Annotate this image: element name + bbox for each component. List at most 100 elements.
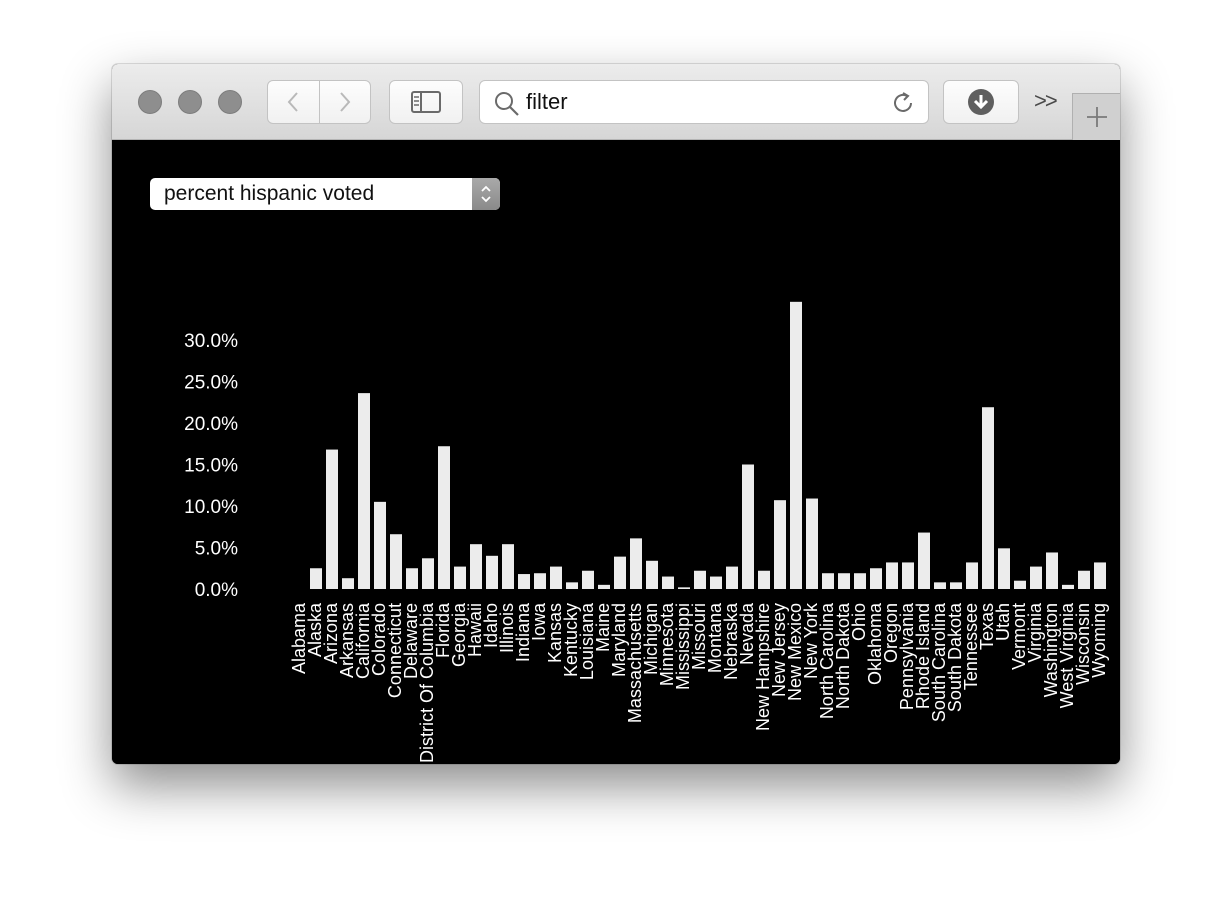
x-tick-label: Texas: [977, 603, 997, 650]
bar[interactable]: [886, 562, 898, 589]
bar[interactable]: [678, 587, 690, 589]
x-tick-label: Iowa: [529, 602, 549, 641]
y-tick-label: 15.0%: [184, 456, 238, 477]
x-tick-label: Nevada: [737, 602, 757, 665]
sidebar-icon: [411, 91, 441, 113]
x-tick-label: Louisiana: [577, 602, 597, 680]
y-tick-label: 10.0%: [184, 497, 238, 518]
x-tick-label: Arizona: [321, 602, 341, 664]
x-tick-label: Ohio: [849, 603, 869, 641]
x-tick-label: Kansas: [545, 603, 565, 663]
bar[interactable]: [950, 582, 962, 589]
bar[interactable]: [934, 582, 946, 589]
x-tick-label: Florida: [433, 602, 453, 658]
x-tick-label: Nebraska: [721, 602, 741, 680]
bar[interactable]: [854, 573, 866, 589]
bar[interactable]: [422, 558, 434, 589]
y-tick-label: 25.0%: [184, 373, 238, 394]
address-bar[interactable]: [479, 80, 929, 124]
x-tick-label: Connecticut: [385, 603, 405, 698]
bar[interactable]: [1078, 570, 1090, 589]
bar[interactable]: [630, 538, 642, 589]
x-tick-label: District Of Columbia: [417, 602, 437, 763]
bar[interactable]: [582, 570, 594, 589]
zoom-window-button[interactable]: [218, 90, 242, 114]
x-tick-label: Oregon: [881, 603, 901, 663]
bar[interactable]: [374, 501, 386, 589]
bar[interactable]: [486, 555, 498, 589]
reload-icon[interactable]: [890, 90, 916, 116]
x-tick-label: New York: [801, 602, 821, 679]
bar[interactable]: [662, 576, 674, 589]
bar[interactable]: [390, 534, 402, 589]
new-tab-button[interactable]: [1072, 93, 1120, 140]
x-tick-label: Vermont: [1009, 603, 1029, 670]
bar[interactable]: [758, 570, 770, 589]
bar[interactable]: [726, 566, 738, 589]
x-tick-label: Maryland: [609, 603, 629, 677]
x-tick-label: Georgia: [449, 602, 469, 667]
x-tick-label: South Carolina: [929, 602, 949, 722]
bar[interactable]: [566, 582, 578, 589]
x-tick-label: Indiana: [513, 602, 533, 662]
bar[interactable]: [806, 498, 818, 589]
bar[interactable]: [438, 446, 450, 589]
x-tick-label: Washington: [1041, 603, 1061, 697]
x-tick-label: Wyoming: [1089, 603, 1109, 678]
bar[interactable]: [966, 562, 978, 589]
bar[interactable]: [822, 573, 834, 589]
minimize-window-button[interactable]: [178, 90, 202, 114]
bar[interactable]: [326, 449, 338, 589]
close-window-button[interactable]: [138, 90, 162, 114]
bar[interactable]: [646, 560, 658, 589]
x-tick-label: South Dakota: [945, 602, 965, 712]
x-tick-label: Maine: [593, 603, 613, 652]
bar[interactable]: [534, 573, 546, 589]
metric-select[interactable]: percent hispanic voted: [150, 178, 500, 210]
bar[interactable]: [982, 407, 994, 589]
bar[interactable]: [710, 576, 722, 589]
y-tick-label: 20.0%: [184, 414, 238, 435]
bar[interactable]: [310, 568, 322, 589]
forward-button[interactable]: [318, 81, 371, 123]
bar[interactable]: [470, 544, 482, 589]
bar[interactable]: [790, 301, 802, 589]
bar[interactable]: [1094, 562, 1106, 589]
bar[interactable]: [1030, 566, 1042, 589]
bar[interactable]: [598, 584, 610, 589]
bar[interactable]: [550, 566, 562, 589]
bar[interactable]: [870, 568, 882, 589]
bar[interactable]: [742, 464, 754, 590]
bar[interactable]: [1062, 584, 1074, 589]
chevron-left-icon: [287, 92, 298, 112]
bar[interactable]: [518, 574, 530, 589]
search-icon: [495, 92, 519, 116]
bar[interactable]: [1046, 552, 1058, 589]
bar[interactable]: [694, 570, 706, 589]
downloads-button[interactable]: [943, 80, 1019, 124]
bar[interactable]: [502, 544, 514, 589]
x-tick-label: West Virginia: [1057, 602, 1077, 708]
bar[interactable]: [406, 568, 418, 589]
bar[interactable]: [454, 566, 466, 589]
plus-icon: [1086, 107, 1107, 127]
back-button[interactable]: [268, 81, 319, 123]
x-tick-label: New Hampshire: [753, 603, 773, 731]
bar[interactable]: [614, 556, 626, 589]
sidebar-button[interactable]: [389, 80, 463, 124]
bar[interactable]: [358, 393, 370, 589]
x-tick-label: Kentucky: [561, 603, 581, 677]
browser-window: >> percent hispanic voted 0.0% 5.0% 10.0% 1…: [112, 64, 1120, 764]
bar[interactable]: [998, 548, 1010, 589]
bar[interactable]: [838, 573, 850, 589]
bar[interactable]: [1014, 580, 1026, 589]
x-tick-label: Illinois: [497, 603, 517, 653]
x-tick-label: North Carolina: [817, 602, 837, 719]
bar[interactable]: [902, 562, 914, 589]
bar[interactable]: [342, 578, 354, 589]
toolbar-overflow-button[interactable]: >>: [1034, 88, 1058, 113]
address-input[interactable]: [526, 89, 866, 115]
bar[interactable]: [774, 500, 786, 589]
bar[interactable]: [918, 532, 930, 589]
x-tick-label: Virginia: [1025, 602, 1045, 663]
